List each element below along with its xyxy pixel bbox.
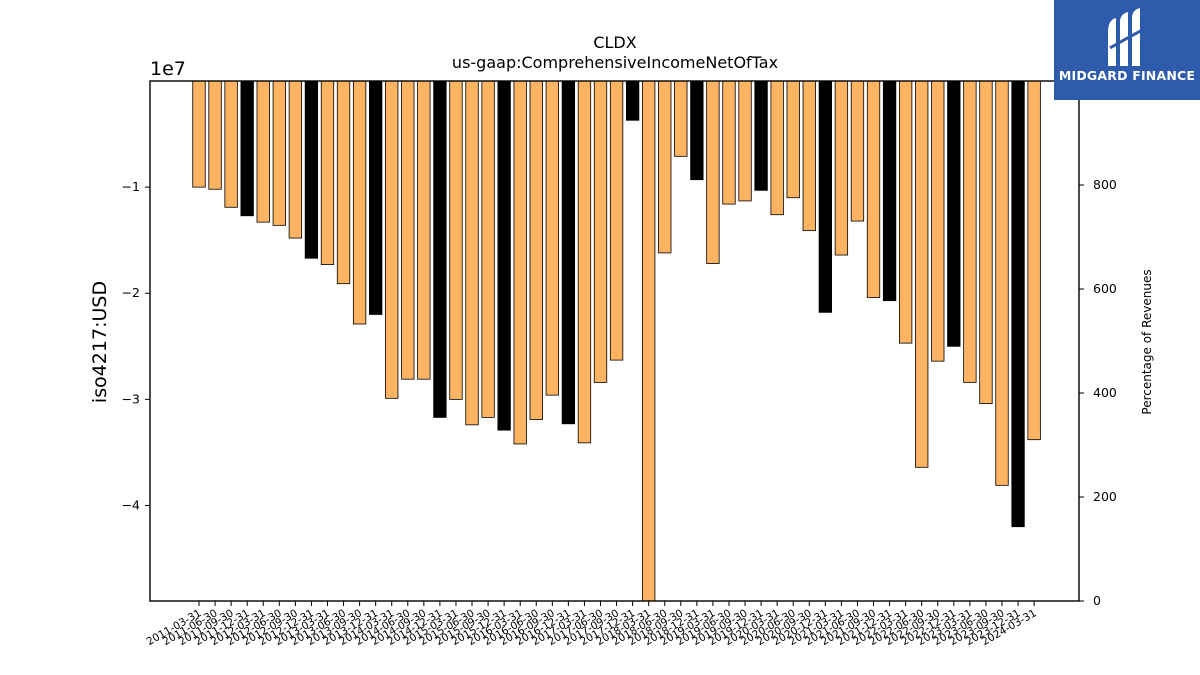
y2-tick-label: 200 — [1093, 489, 1117, 504]
bar-2019-06-30 — [722, 80, 736, 205]
bar-2017-06-30 — [593, 80, 608, 383]
bar-2017-09-30 — [609, 80, 624, 361]
bar-2013-12-31 — [369, 80, 383, 315]
bar-2011-12-31 — [240, 80, 254, 217]
bar-2016-03-31 — [513, 80, 527, 445]
bar-2016-12-31 — [561, 80, 576, 425]
bar-2016-06-30 — [529, 80, 543, 420]
bar-2014-06-30 — [401, 80, 415, 380]
y-tick-label: −4 — [122, 497, 140, 512]
y2-axis-label: Percentage of Revenues — [1140, 269, 1154, 414]
y2-tick-label: 400 — [1093, 385, 1117, 400]
y-axis-label: iso4217:USD — [89, 281, 111, 403]
bar-2022-03-31 — [898, 80, 913, 344]
bar-2012-09-30 — [288, 80, 303, 239]
bar-2014-12-31 — [433, 80, 447, 418]
bar-2019-12-31 — [754, 80, 768, 191]
bar-2014-03-31 — [385, 80, 399, 399]
bar-2015-03-31 — [449, 80, 463, 400]
bar-2021-12-31 — [882, 80, 897, 302]
bar-2016-09-30 — [545, 80, 559, 396]
bar-2022-09-30 — [931, 80, 945, 362]
bar-2015-06-30 — [465, 80, 479, 426]
bar-2015-09-30 — [481, 80, 495, 418]
y2-tick-label: 800 — [1093, 177, 1117, 192]
y-tick-label: −1 — [122, 179, 140, 194]
bar-2011-09-30 — [224, 80, 238, 208]
bar-2021-09-30 — [866, 80, 881, 298]
midgard-finance-logo: MIDGARD FINANCE — [1054, 0, 1200, 100]
plot-frame — [149, 80, 1080, 602]
y2-tick-label: 600 — [1093, 281, 1117, 296]
bar-2014-09-30 — [417, 80, 431, 380]
bar-2019-09-30 — [738, 80, 752, 202]
bar-2020-06-30 — [786, 80, 800, 199]
bar-2021-06-30 — [850, 80, 865, 222]
chart-title: CLDX — [593, 33, 636, 52]
bar-2022-06-30 — [915, 80, 929, 468]
bar-2020-09-30 — [802, 80, 816, 232]
y-tick-label: −3 — [122, 391, 140, 406]
y2-tick-label: 0 — [1093, 593, 1101, 608]
bar-2018-06-30 — [658, 80, 672, 254]
bar-2023-06-30 — [979, 80, 993, 405]
bar-2011-03-31 — [192, 80, 206, 188]
bar-2020-03-31 — [770, 80, 784, 216]
chart-subtitle: us-gaap:ComprehensiveIncomeNetOfTax — [452, 53, 778, 72]
bar-2023-03-31 — [963, 80, 977, 383]
bar-2021-03-31 — [834, 80, 849, 256]
y-offset-label: 1e7 — [150, 58, 186, 80]
bar-2012-12-31 — [304, 80, 319, 259]
bar-2023-09-30 — [995, 80, 1009, 486]
bar-2023-12-31 — [1011, 80, 1025, 528]
bar-2019-03-31 — [706, 80, 720, 264]
bar-2013-06-30 — [336, 80, 351, 285]
logo-text: MIDGARD FINANCE — [1058, 68, 1196, 83]
bar-2017-03-31 — [577, 80, 592, 444]
bar-2020-12-31 — [818, 80, 832, 313]
bar-2018-03-31 — [642, 80, 656, 602]
y-tick-label: −2 — [122, 285, 140, 300]
bar-2015-12-31 — [497, 80, 511, 431]
bar-2017-12-31 — [625, 80, 640, 121]
bar-2022-12-31 — [947, 80, 961, 347]
bar-2012-03-31 — [256, 80, 270, 223]
bar-2012-06-30 — [272, 80, 286, 226]
logo-mark-icon — [1108, 8, 1147, 66]
bar-2013-09-30 — [352, 80, 367, 325]
bar-2013-03-31 — [320, 80, 335, 265]
bar-2024-03-31 — [1027, 80, 1041, 441]
bar-2018-12-31 — [690, 80, 704, 181]
bar-2018-09-30 — [674, 80, 688, 157]
bar-2011-06-30 — [208, 80, 222, 190]
